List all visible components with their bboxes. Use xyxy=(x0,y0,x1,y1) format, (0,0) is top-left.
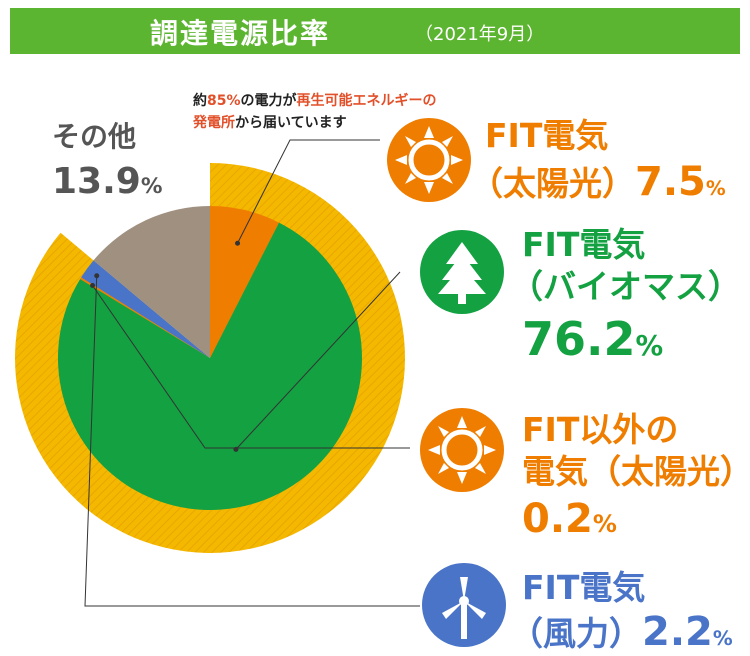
note-rest: から届いています xyxy=(235,115,347,131)
note-prefix: 約 xyxy=(193,93,207,109)
other-value: 13.9% xyxy=(52,160,162,203)
nonfit-solar-sub: 電気（太陽光） xyxy=(522,452,750,491)
nonfit-solar-label: FIT以外の xyxy=(522,410,679,449)
solar-value-unit: % xyxy=(705,177,726,200)
note-pct: 85% xyxy=(207,93,241,109)
chart-date: （2021年9月） xyxy=(415,24,545,45)
wind-label: FIT電気 xyxy=(522,568,646,607)
wind-sub: （風力） xyxy=(510,614,642,653)
wind-value: （風力）2.2% xyxy=(510,608,733,656)
nonfit-solar-value-number: 0.2 xyxy=(522,496,593,542)
other-label: その他 xyxy=(52,120,137,153)
title-banner: 調達電源比率 （2021年9月） xyxy=(10,8,740,54)
solar-value: （太陽光）7.5% xyxy=(470,158,726,206)
solar-sub: （太陽光） xyxy=(470,164,635,203)
biomass-value-unit: % xyxy=(635,329,664,362)
slice-nonfit-solar xyxy=(80,277,210,358)
leader-dot xyxy=(94,273,100,279)
wind-turbine-icon xyxy=(422,563,506,647)
leader-dot xyxy=(90,283,96,289)
tree-icon xyxy=(420,230,504,314)
wind-value-unit: % xyxy=(712,627,733,650)
sun-icon xyxy=(387,118,471,202)
biomass-value: 76.2% xyxy=(522,312,663,367)
slice-fit-biomass xyxy=(58,222,362,510)
other-value-number: 13.9 xyxy=(52,161,141,202)
solar-value-number: 7.5 xyxy=(635,159,706,205)
wind-value-number: 2.2 xyxy=(642,609,713,655)
note-highlight-2: 発電所 xyxy=(193,115,235,131)
leader-line xyxy=(92,285,410,449)
chart-title: 調達電源比率 xyxy=(150,17,331,50)
leader-dot xyxy=(235,240,241,246)
leader-line xyxy=(237,139,380,244)
nonfit-solar-value: 0.2% xyxy=(522,495,617,543)
biomass-value-number: 76.2 xyxy=(522,312,636,366)
nonfit-solar-value-unit: % xyxy=(592,510,617,538)
leader-line xyxy=(235,271,401,450)
solar-label: FIT電気 xyxy=(485,116,609,155)
other-value-unit: % xyxy=(140,174,163,199)
note-highlight: 再生可能エネルギーの xyxy=(296,93,437,109)
note-mid: の電力が xyxy=(240,93,297,109)
slice-other xyxy=(93,206,210,358)
biomass-label: FIT電気 xyxy=(522,225,646,264)
slice-fit-wind xyxy=(81,260,210,358)
renewable-note: 約85%の電力が再生可能エネルギーの 発電所から届いています xyxy=(193,90,437,134)
biomass-sub: （バイオマス） xyxy=(510,267,741,306)
leader-line xyxy=(84,275,420,607)
slice-fit-solar xyxy=(210,206,280,358)
sun-icon xyxy=(420,408,504,492)
